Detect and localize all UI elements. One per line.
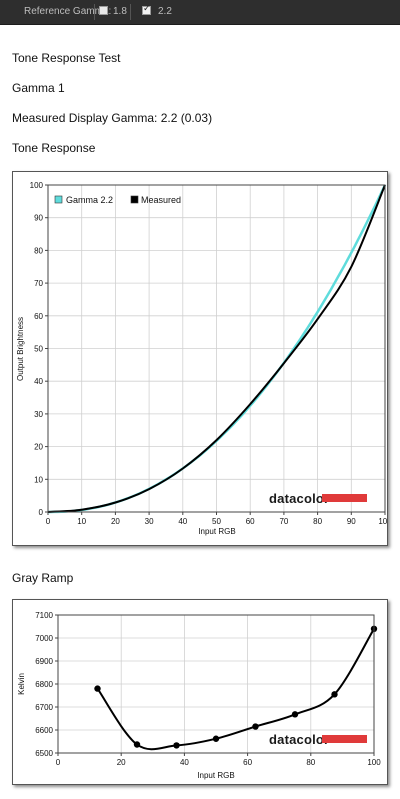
x-tick-label: 10 xyxy=(77,517,86,526)
gamma-1-8-checkbox[interactable] xyxy=(99,6,108,15)
y-tick-label: 30 xyxy=(34,410,43,419)
y-tick-label: 80 xyxy=(34,246,43,255)
x-tick-label: 60 xyxy=(246,517,255,526)
reference-gamma-label: Reference Gamma: xyxy=(24,6,112,17)
y-tick-label: 6600 xyxy=(35,726,53,735)
y-tick-label: 10 xyxy=(34,475,43,484)
tone-response-chart: 0 10 20 30 40 50 60 70 80 90 100 0 10 20 30 40 50 60 70 80… xyxy=(16,181,392,536)
y-tick-label: 6900 xyxy=(35,657,53,666)
measured-gamma-text: Measured Display Gamma: 2.2 (0.03) xyxy=(12,111,213,125)
page-title: Tone Response Test xyxy=(12,51,121,65)
x-tick-label: 60 xyxy=(243,758,252,767)
gamma-2-2-label: 2.2 xyxy=(158,6,172,17)
y-tick-label: 40 xyxy=(34,377,43,386)
x-tick-label: 0 xyxy=(46,517,51,526)
gamma-2-2-checkbox[interactable] xyxy=(142,4,151,15)
x-tick-label: 30 xyxy=(145,517,154,526)
datacolor-logo-bar xyxy=(322,494,367,502)
x-tick-label: 100 xyxy=(367,758,381,767)
legend-swatch-gamma xyxy=(54,195,63,204)
y-tick-label: 60 xyxy=(34,312,43,321)
kelvin-data-point xyxy=(94,685,101,692)
kelvin-data-point xyxy=(252,723,259,730)
gamma-1-8-label: 1.8 xyxy=(113,6,127,17)
y-tick-label: 7000 xyxy=(35,634,53,643)
datacolor-logo-text: datacolor xyxy=(269,491,329,506)
kelvin-data-point xyxy=(212,735,220,742)
legend-label-measured: Measured xyxy=(141,195,181,205)
gamma-subtitle: Gamma 1 xyxy=(12,81,65,95)
y-tick-label: 20 xyxy=(34,443,43,452)
x-tick-label: 40 xyxy=(178,517,187,526)
kelvin-data-point xyxy=(173,742,180,749)
gray-ramp-chart: 6500 6600 6700 6800 6900 7000 7100 0 20 40 60 80 10… xyxy=(17,611,381,780)
measured-line xyxy=(47,184,386,513)
y-tick-label: 7100 xyxy=(35,611,53,620)
kelvin-data-point xyxy=(291,711,299,718)
datacolor-logo-bar xyxy=(322,735,367,743)
x-axis-label: Input RGB xyxy=(197,771,234,780)
y-tick-label: 6800 xyxy=(35,680,53,689)
y-tick-label: 50 xyxy=(34,345,43,354)
x-tick-label: 40 xyxy=(180,758,189,767)
y-tick-label: 0 xyxy=(39,508,44,517)
y-axis-label: Output Brightness xyxy=(16,317,25,381)
plot-frame xyxy=(57,614,375,754)
x-tick-label: 80 xyxy=(306,758,315,767)
y-tick-label: 70 xyxy=(34,279,43,288)
plot-frame xyxy=(47,184,386,513)
y-tick-label: 100 xyxy=(30,181,44,190)
kelvin-data-point xyxy=(133,741,141,748)
kelvin-data-point xyxy=(331,691,338,698)
toolbar: Reference Gamma: 1.8 2.2 xyxy=(0,0,400,25)
y-axis-label: Kelvin xyxy=(17,673,26,695)
x-axis-label: Input RGB xyxy=(198,527,235,536)
legend-swatch-measured xyxy=(130,195,139,204)
toolbar-divider xyxy=(130,4,131,20)
kelvin-line xyxy=(96,628,375,751)
y-tick-label: 90 xyxy=(34,214,43,223)
x-tick-label: 0 xyxy=(56,758,61,767)
y-tick-label: 6500 xyxy=(35,749,53,758)
datacolor-logo-text: datacolor xyxy=(269,732,329,747)
tone-response-heading: Tone Response xyxy=(12,141,96,155)
x-tick-label: 90 xyxy=(347,517,356,526)
x-tick-label: 20 xyxy=(117,758,126,767)
legend-label-gamma: Gamma 2.2 xyxy=(66,195,113,205)
gray-ramp-heading: Gray Ramp xyxy=(12,571,74,585)
x-tick-label: 100 xyxy=(378,517,387,526)
x-tick-label: 70 xyxy=(279,517,288,526)
toolbar-divider xyxy=(94,4,95,20)
x-tick-label: 80 xyxy=(313,517,322,526)
gray-ramp-panel: 6500 6600 6700 6800 6900 7000 7100 0 20 40 60 80 10… xyxy=(12,599,388,785)
y-tick-label: 6700 xyxy=(35,703,53,712)
x-tick-label: 20 xyxy=(111,517,120,526)
x-tick-label: 50 xyxy=(212,517,221,526)
tone-response-panel: 0 10 20 30 40 50 60 70 80 90 100 0 10 20 30 40 50 60 70 80… xyxy=(12,171,392,546)
